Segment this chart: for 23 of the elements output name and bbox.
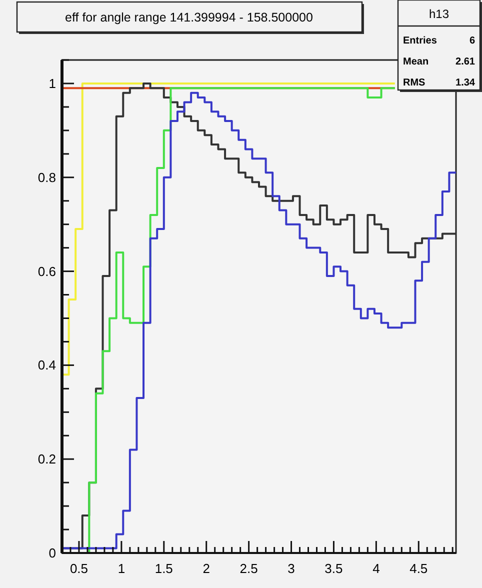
text: 6 (469, 36, 476, 46)
annotation: Mean (403, 56, 429, 68)
x-tick-label: 0.5 (70, 561, 88, 576)
y-tick-label: 0.2 (38, 452, 56, 467)
annotation: 2.61 (456, 56, 476, 68)
y-tick-label: 0.4 (38, 358, 56, 373)
x-tick-label: 2.5 (240, 561, 258, 576)
x-tick-label: 4 (372, 561, 380, 576)
text: h13 (428, 7, 450, 22)
x-tick-label: 1.5 (154, 561, 173, 576)
x-tick-label: 3.5 (324, 561, 343, 576)
y-tick-label: 0 (48, 546, 56, 561)
text: Entries (403, 36, 438, 46)
x-tick-label: 3 (288, 561, 295, 576)
x-tick-label: 1 (118, 561, 126, 576)
y-tick-label: 0.8 (38, 170, 56, 185)
annotation: 1.34 (456, 78, 476, 88)
chart-title: eff for angle range 141.399994 - 158.500000 (65, 10, 313, 24)
x-tick-label: 4.5 (410, 561, 428, 576)
y-tick-label: 0.6 (38, 264, 56, 279)
x-tick-label: 2 (202, 561, 210, 576)
annotation: RMS (403, 78, 426, 88)
y-tick-label: 1 (48, 76, 56, 92)
